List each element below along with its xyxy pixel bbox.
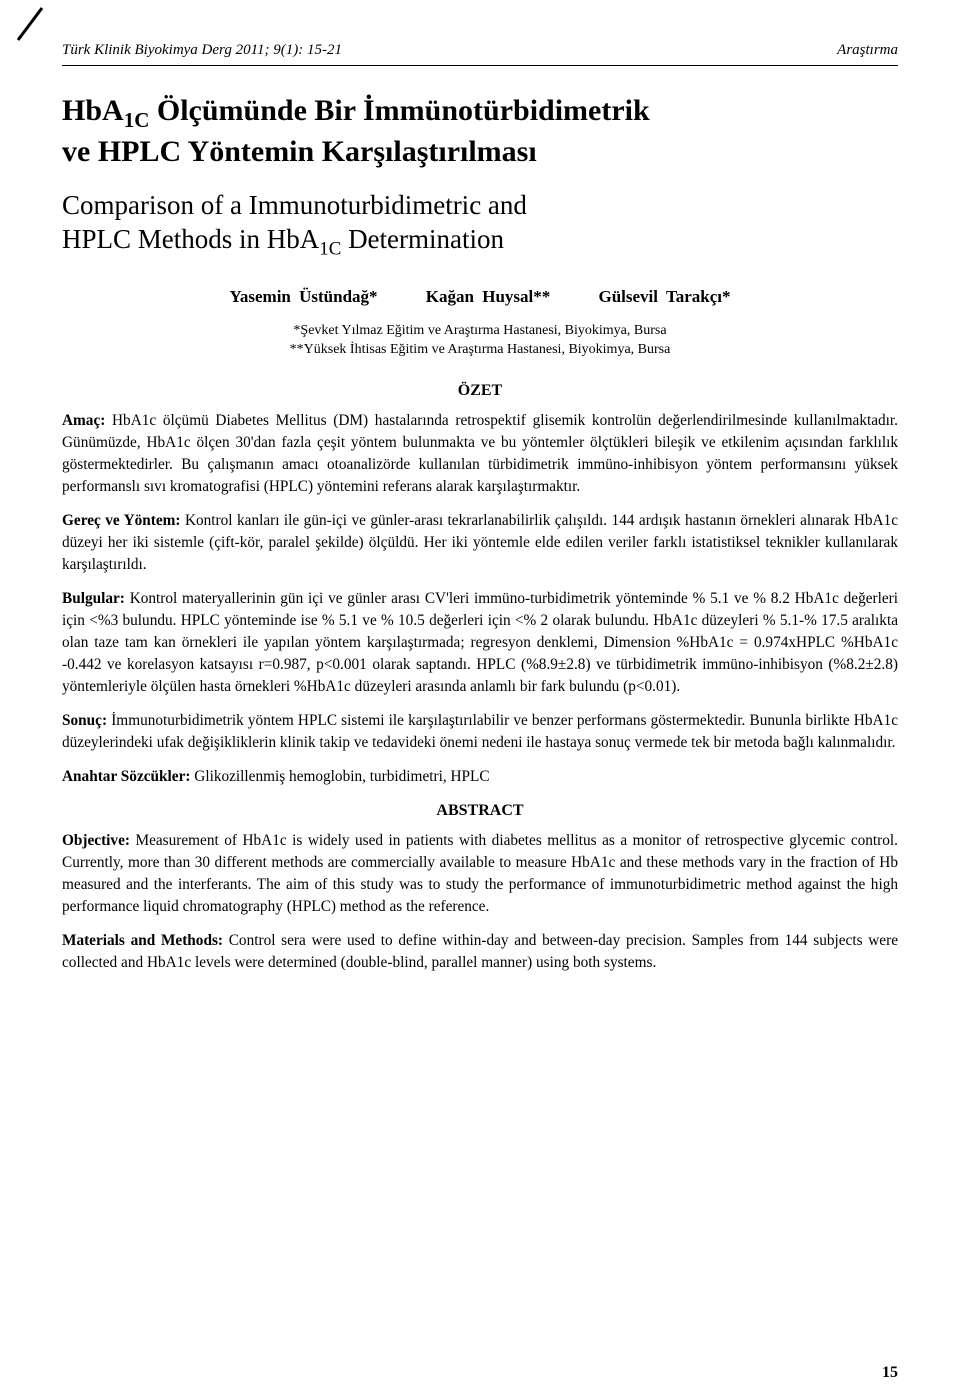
ozet-anahtar-text: Glikozillenmiş hemoglobin, turbidimetri,… xyxy=(190,768,489,785)
title-tr-part1b: Ölçümünde Bir İmmünotürbidimetrik xyxy=(149,94,649,127)
ozet-gerec: Gereç ve Yöntem: Kontrol kanları ile gün… xyxy=(62,510,898,576)
page: Türk Klinik Biyokimya Derg 2011; 9(1): 1… xyxy=(0,0,960,1400)
title-turkish: HbA1C Ölçümünde Bir İmmünotürbidimetrik … xyxy=(62,92,898,171)
ozet-amac: Amaç: HbA1c ölçümü Diabetes Mellitus (DM… xyxy=(62,410,898,498)
label-anahtar: Anahtar Sözcükler: xyxy=(62,768,190,785)
running-header: Türk Klinik Biyokimya Derg 2011; 9(1): 1… xyxy=(62,42,898,59)
title-tr-sub: 1C xyxy=(124,108,150,132)
abstract-objective-text: Measurement of HbA1c is widely used in p… xyxy=(62,832,898,915)
journal-ref: Türk Klinik Biyokimya Derg 2011; 9(1): 1… xyxy=(62,42,342,59)
title-en-line2a: HPLC Methods in HbA xyxy=(62,224,319,254)
article-type: Araştırma xyxy=(837,42,898,59)
title-tr-line2: ve HPLC Yöntemin Karşılaştırılması xyxy=(62,135,537,168)
ozet-bulgular-text: Kontrol materyallerinin gün içi ve günle… xyxy=(62,590,898,695)
ozet-amac-text: HbA1c ölçümü Diabetes Mellitus (DM) hast… xyxy=(62,412,898,495)
author-2: Kağan Huysal** xyxy=(426,287,550,306)
label-sonuc: Sonuç: xyxy=(62,712,107,729)
author-3: Gülsevil Tarakçı* xyxy=(599,287,731,306)
label-gerec: Gereç ve Yöntem: xyxy=(62,512,181,529)
affiliation-2: **Yüksek İhtisas Eğitim ve Araştırma Has… xyxy=(62,340,898,360)
label-objective: Objective: xyxy=(62,832,130,849)
author-1: Yasemin Üstündağ* xyxy=(229,287,377,306)
title-tr-part1: HbA xyxy=(62,94,124,127)
affiliation-1: *Şevket Yılmaz Eğitim ve Araştırma Hasta… xyxy=(62,321,898,341)
page-number: 15 xyxy=(882,1364,898,1382)
abstract-materials: Materials and Methods: Control sera were… xyxy=(62,930,898,974)
author-list: Yasemin Üstündağ* Kağan Huysal** Gülsevi… xyxy=(62,287,898,307)
backslash-mark xyxy=(12,6,48,42)
abstract-objective: Objective: Measurement of HbA1c is widel… xyxy=(62,830,898,918)
ozet-gerec-text: Kontrol kanları ile gün-içi ve günler-ar… xyxy=(62,512,898,573)
ozet-bulgular: Bulgular: Kontrol materyallerinin gün iç… xyxy=(62,588,898,698)
ozet-sonuc-text: İmmunoturbidimetrik yöntem HPLC sistemi … xyxy=(62,712,898,751)
title-en-sub: 1C xyxy=(319,238,341,259)
title-en-line2b: Determination xyxy=(341,224,504,254)
ozet-anahtar: Anahtar Sözcükler: Glikozillenmiş hemogl… xyxy=(62,766,898,788)
affiliations: *Şevket Yılmaz Eğitim ve Araştırma Hasta… xyxy=(62,321,898,360)
label-bulgular: Bulgular: xyxy=(62,590,125,607)
label-amac: Amaç: xyxy=(62,412,105,429)
title-en-line1: Comparison of a Immunoturbidimetric and xyxy=(62,190,527,220)
ozet-heading: ÖZET xyxy=(62,382,898,400)
title-english: Comparison of a Immunoturbidimetric and … xyxy=(62,189,898,261)
ozet-sonuc: Sonuç: İmmunoturbidimetrik yöntem HPLC s… xyxy=(62,710,898,754)
label-materials: Materials and Methods: xyxy=(62,932,223,949)
header-rule xyxy=(62,65,898,66)
abstract-heading: ABSTRACT xyxy=(62,802,898,820)
